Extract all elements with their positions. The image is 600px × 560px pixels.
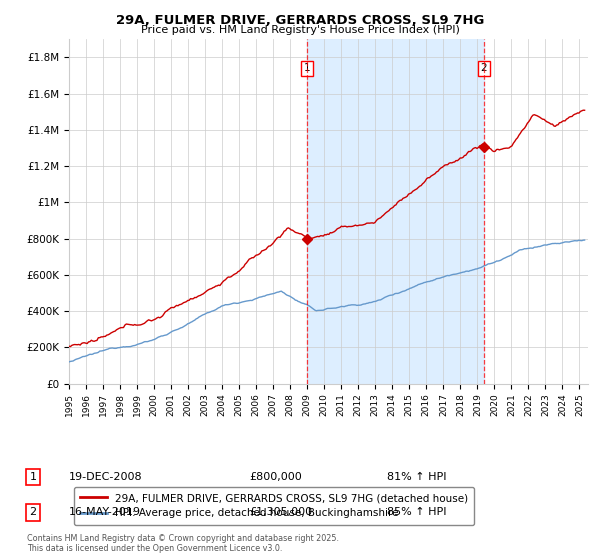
Text: £800,000: £800,000 [249,472,302,482]
Text: 2: 2 [29,507,37,517]
Bar [307,39,484,384]
Text: 1: 1 [304,63,310,73]
Text: Price paid vs. HM Land Registry's House Price Index (HPI): Price paid vs. HM Land Registry's House … [140,25,460,35]
Text: 19-DEC-2008: 19-DEC-2008 [69,472,143,482]
Text: 85% ↑ HPI: 85% ↑ HPI [387,507,446,517]
Text: 81% ↑ HPI: 81% ↑ HPI [387,472,446,482]
Text: £1,305,000: £1,305,000 [249,507,312,517]
Text: 2: 2 [481,63,487,73]
Text: 16-MAY-2019: 16-MAY-2019 [69,507,141,517]
Text: 29A, FULMER DRIVE, GERRARDS CROSS, SL9 7HG: 29A, FULMER DRIVE, GERRARDS CROSS, SL9 7… [116,14,484,27]
Text: Contains HM Land Registry data © Crown copyright and database right 2025.
This d: Contains HM Land Registry data © Crown c… [27,534,339,553]
Text: 1: 1 [29,472,37,482]
Legend: 29A, FULMER DRIVE, GERRARDS CROSS, SL9 7HG (detached house), HPI: Average price,: 29A, FULMER DRIVE, GERRARDS CROSS, SL9 7… [74,487,474,525]
